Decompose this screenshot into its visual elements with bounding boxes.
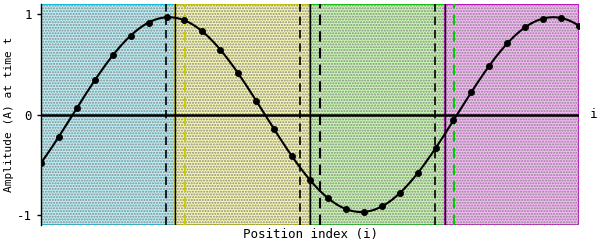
Point	[502, 41, 512, 45]
Bar	[175, 4, 310, 225]
Point	[251, 99, 261, 103]
Point	[413, 171, 422, 175]
Point	[431, 146, 440, 150]
Point	[377, 205, 386, 208]
Point	[449, 118, 458, 122]
Point	[215, 48, 225, 52]
Bar	[445, 4, 579, 225]
Point	[574, 24, 584, 28]
Point	[126, 34, 136, 37]
Point	[556, 16, 566, 20]
Point	[90, 78, 100, 82]
Point	[538, 17, 548, 21]
Point	[520, 25, 530, 29]
Bar	[41, 4, 175, 225]
Bar	[445, 4, 579, 225]
Point	[467, 90, 476, 94]
Bar	[175, 4, 310, 225]
Point	[359, 210, 368, 214]
Point	[485, 64, 494, 68]
Point	[36, 161, 46, 165]
Bar	[310, 4, 445, 225]
Point	[108, 53, 118, 57]
Bar	[310, 4, 445, 225]
Point	[54, 135, 64, 138]
Point	[233, 72, 243, 75]
Bar	[41, 4, 175, 225]
Point	[287, 154, 297, 158]
Point	[269, 127, 279, 131]
Text: i: i	[590, 108, 597, 121]
Y-axis label: Amplitude (A) at time t: Amplitude (A) at time t	[4, 37, 14, 192]
Point	[144, 21, 154, 24]
Point	[341, 207, 350, 211]
Point	[323, 196, 333, 200]
X-axis label: Position index (i): Position index (i)	[242, 228, 377, 241]
Point	[162, 15, 172, 19]
Point	[395, 191, 404, 195]
Point	[197, 30, 207, 34]
Point	[179, 18, 189, 22]
Point	[305, 178, 315, 182]
Point	[72, 106, 82, 110]
